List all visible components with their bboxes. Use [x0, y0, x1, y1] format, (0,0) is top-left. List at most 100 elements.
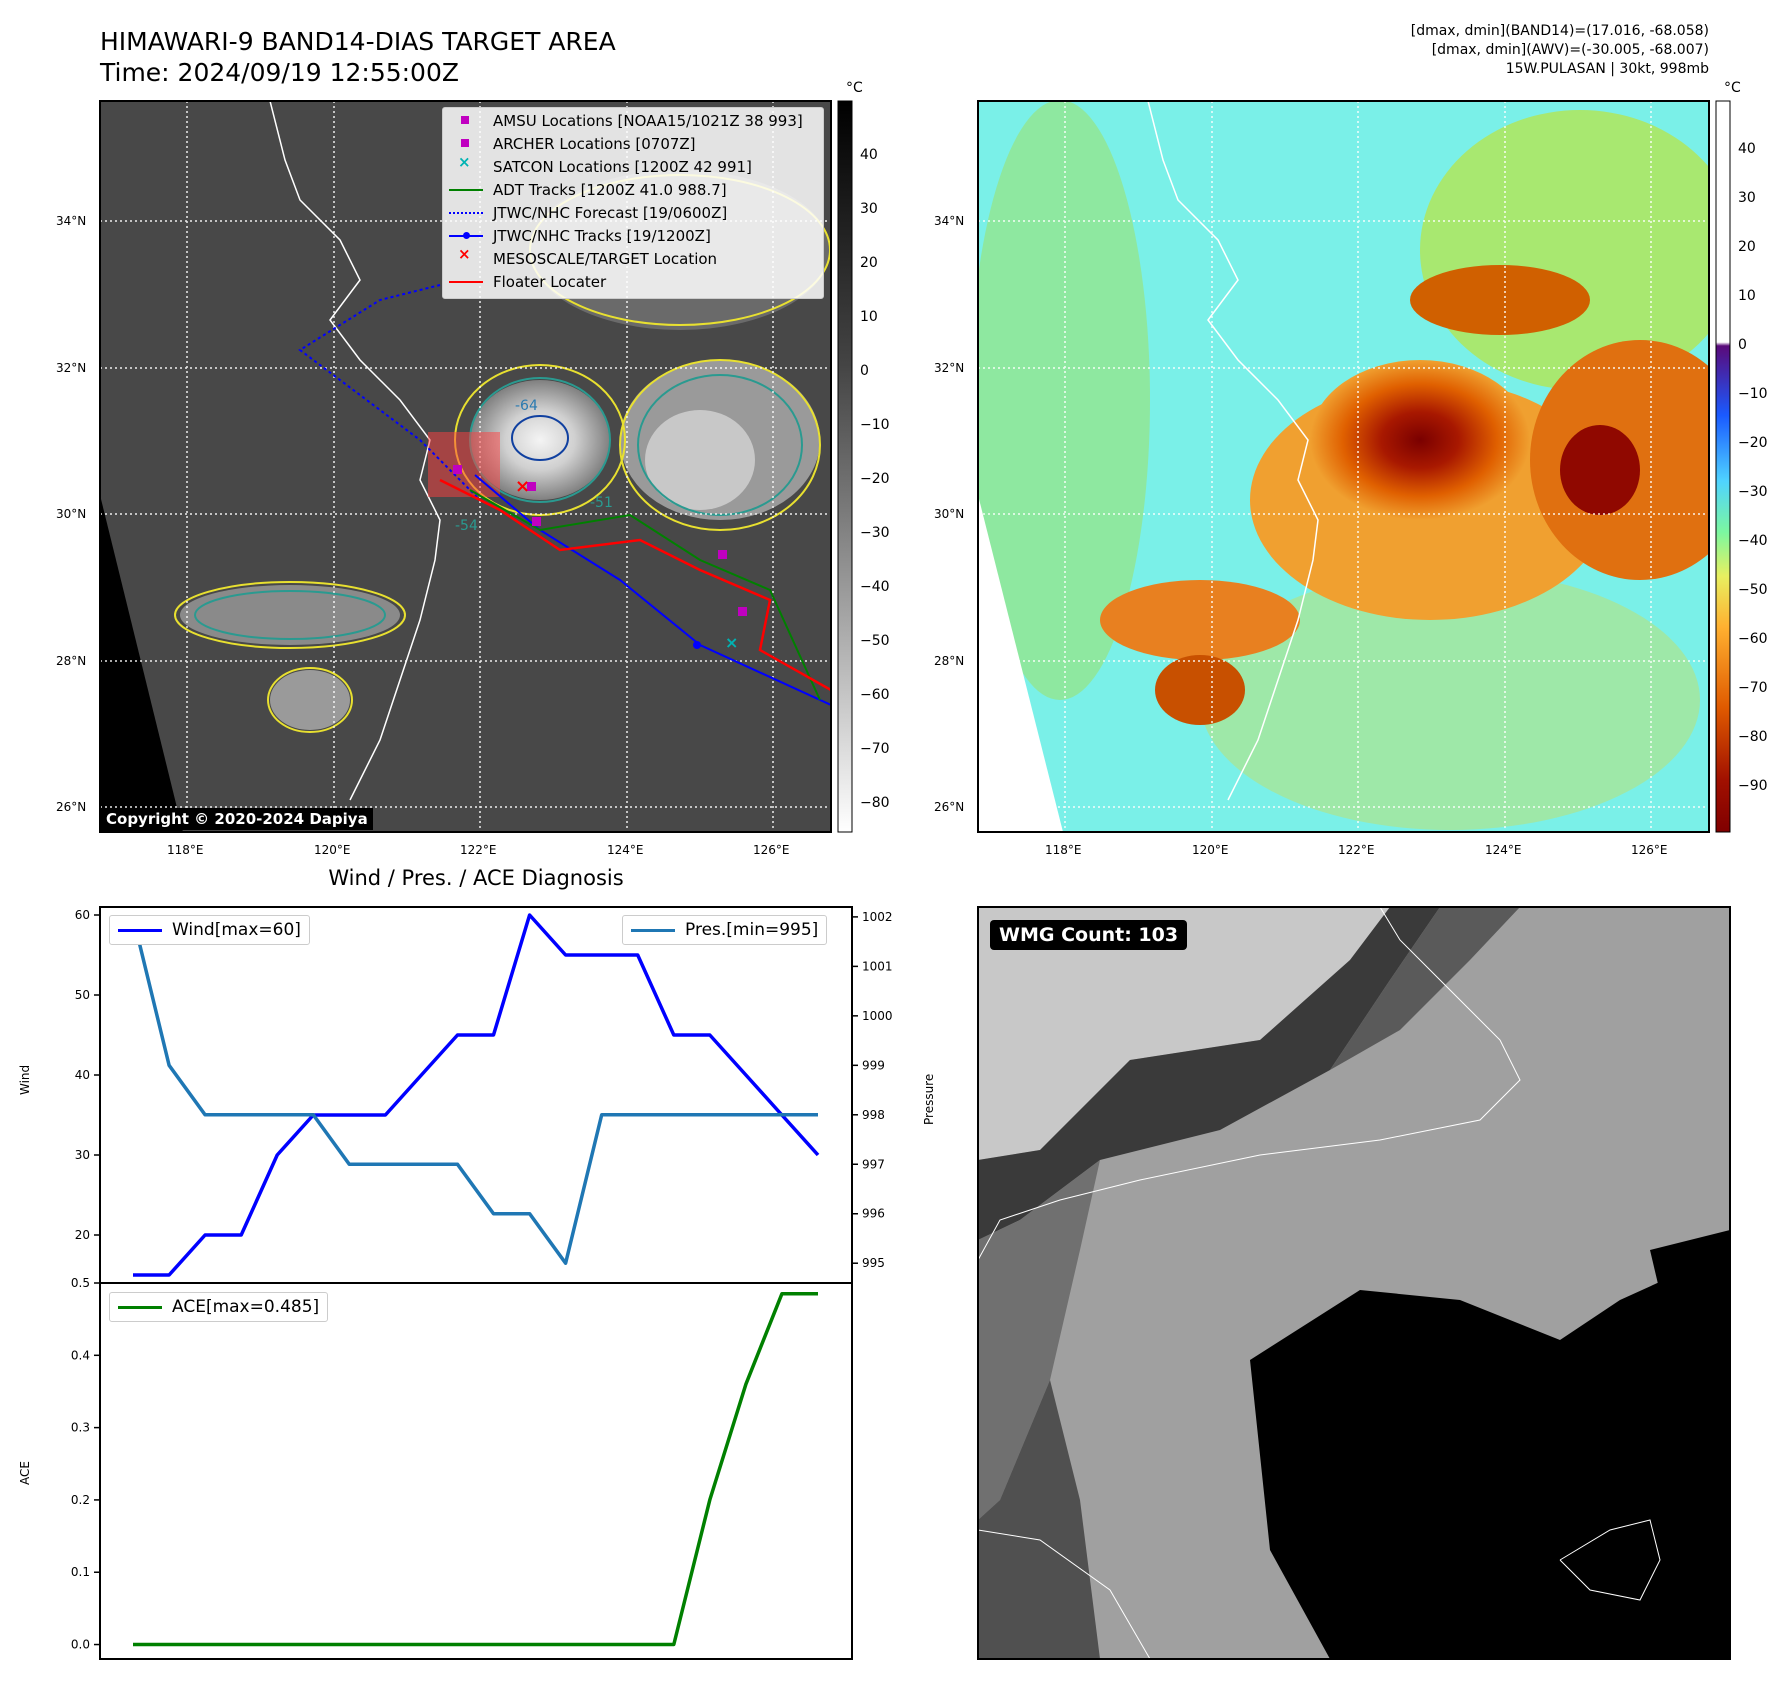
- ace-legend: ACE[max=0.485]: [109, 1292, 329, 1322]
- cbr-tick: −60: [1738, 631, 1768, 647]
- lat-label-32: 32°N: [56, 361, 87, 375]
- lat-label-28-right: 28°N: [934, 654, 965, 668]
- svg-text:×: ×: [725, 633, 738, 652]
- colorbar-right: [1715, 100, 1731, 833]
- cbr-tick: −90: [1738, 778, 1768, 794]
- pressure-axis-tick-label: 996: [862, 1207, 885, 1221]
- lon-label-122: 122°E: [460, 843, 497, 857]
- lon-label-126: 126°E: [753, 843, 790, 857]
- pressure-legend: Pres.[min=995]: [622, 915, 828, 945]
- pressure-axis-tick-label: 995: [862, 1256, 885, 1270]
- stats-band14: [dmax, dmin](BAND14)=(17.016, -68.058): [1410, 23, 1709, 39]
- ace-series-line: [133, 1292, 818, 1647]
- cbr-tick: −50: [1738, 582, 1768, 598]
- copyright-label: Copyright © 2020-2024 Dapiya: [101, 808, 373, 830]
- cbr-tick: 20: [1738, 239, 1756, 255]
- cbr-tick: 10: [1738, 288, 1756, 304]
- wind-legend-label: Wind[max=60]: [172, 920, 301, 940]
- legend-archer: ARCHER Locations [0707Z]: [493, 135, 696, 153]
- wind-legend-line-icon: [118, 928, 162, 932]
- lat-label-26-right: 26°N: [934, 800, 965, 814]
- legend-satcon: SATCON Locations [1200Z 42 991]: [493, 158, 752, 176]
- title-line-1: HIMAWARI-9 BAND14-DIAS TARGET AREA: [100, 27, 616, 56]
- cbr-tick: −40: [1738, 533, 1768, 549]
- cbl-tick: −40: [860, 579, 890, 595]
- ace-legend-label: ACE[max=0.485]: [172, 1297, 320, 1317]
- cbl-tick: −50: [860, 633, 890, 649]
- pressure-axis-tick-label: 1001: [862, 959, 893, 973]
- cbl-tick: −60: [860, 687, 890, 703]
- stats-storm: 15W.PULASAN | 30kt, 998mb: [1505, 61, 1709, 77]
- pressure-axis-tick-label: 1000: [862, 1009, 893, 1023]
- legend-amsu: AMSU Locations [NOAA15/1021Z 38 993]: [493, 112, 803, 130]
- right-satellite-map: [978, 101, 1709, 832]
- lat-label-30: 30°N: [56, 507, 87, 521]
- pressure-axis-tick-label: 999: [862, 1058, 885, 1072]
- pressure-axis-tick-label: 1002: [862, 910, 893, 924]
- cbr-tick: −30: [1738, 484, 1768, 500]
- legend-adt: ADT Tracks [1200Z 41.0 988.7]: [493, 181, 727, 199]
- colorbar-right-unit: °C: [1724, 80, 1741, 96]
- pressure-legend-label: Pres.[min=995]: [685, 920, 819, 940]
- contour-label: -54: [455, 518, 478, 534]
- cbl-tick: −10: [860, 417, 890, 433]
- contour-label: -64: [515, 398, 538, 414]
- wind-axis-tick-label: 50: [75, 988, 90, 1002]
- satcon-marker-icon: ×: [458, 153, 471, 171]
- wind-axis-tick-label: 20: [75, 1228, 90, 1242]
- lat-label-28: 28°N: [56, 654, 87, 668]
- colorbar-right-ticks: 40 30 20 10 0 −10 −20 −30 −40 −50 −60 −7…: [1738, 101, 1778, 832]
- wmg-count-label: WMG Count: 103: [990, 920, 1188, 950]
- legend-forecast: JTWC/NHC Forecast [19/0600Z]: [493, 204, 728, 222]
- archer-marker-icon: [461, 139, 469, 147]
- cbl-tick: 20: [860, 255, 878, 271]
- ace-axes: [99, 1282, 853, 1660]
- stats-awv: [dmax, dmin](AWV)=(-30.005, -68.007): [1431, 42, 1709, 58]
- pressure-axis-label: Pressure: [922, 1073, 936, 1125]
- colorbar-left: [837, 100, 853, 833]
- lat-label-30-right: 30°N: [934, 507, 965, 521]
- lat-label-34: 34°N: [56, 214, 87, 228]
- map-legend: AMSU Locations [NOAA15/1021Z 38 993] ARC…: [442, 107, 824, 299]
- cbl-tick: −30: [860, 525, 890, 541]
- ace-axis-tick-label: 0.5: [71, 1276, 90, 1290]
- cbr-tick: −80: [1738, 729, 1768, 745]
- cbl-tick: −80: [860, 795, 890, 811]
- wind-axis-tick-label: 30: [75, 1148, 90, 1162]
- pressure-axis-tick-label: 997: [862, 1157, 885, 1171]
- lat-label-34-right: 34°N: [934, 214, 965, 228]
- forecast-line-icon: [449, 212, 483, 214]
- ace-axis-label: ACE: [18, 1461, 32, 1485]
- cbr-tick: −70: [1738, 680, 1768, 696]
- chart-title: Wind / Pres. / ACE Diagnosis: [328, 866, 624, 890]
- cbr-tick: −10: [1738, 386, 1768, 402]
- lon-label-124-right: 124°E: [1485, 843, 1522, 857]
- lat-label-26: 26°N: [56, 800, 87, 814]
- ace-axis-tick-label: 0.3: [71, 1421, 90, 1435]
- chart-layer: 20 30 40 50 60 995 996 997 998 999 1000 1001 1002 0.0…: [71, 908, 893, 1652]
- wind-legend: Wind[max=60]: [109, 915, 310, 945]
- ace-axis-tick-label: 0.0: [71, 1638, 90, 1652]
- lon-label-124: 124°E: [607, 843, 644, 857]
- pressure-legend-line-icon: [631, 928, 675, 932]
- lon-label-120: 120°E: [314, 843, 351, 857]
- wind-axis-tick-label: 60: [75, 908, 90, 922]
- ace-axis-tick-label: 0.1: [71, 1565, 90, 1579]
- svg-text:×: ×: [515, 476, 530, 497]
- colorbar-left-unit: °C: [846, 80, 863, 96]
- stats-block: [dmax, dmin](BAND14)=(17.016, -68.058) […: [1411, 22, 1709, 79]
- adt-line-icon: [449, 189, 483, 191]
- legend-floater: Floater Locater: [493, 273, 607, 291]
- title-line-2: Time: 2024/09/19 12:55:00Z: [100, 58, 459, 87]
- wmg-panel: [978, 907, 1730, 1659]
- lon-label-118: 118°E: [167, 843, 204, 857]
- cbl-tick: 0: [860, 363, 869, 379]
- lon-label-126-right: 126°E: [1631, 843, 1668, 857]
- cbl-tick: −20: [860, 471, 890, 487]
- wind-series-line: [133, 913, 820, 1277]
- tracks-dot-icon: [463, 232, 470, 239]
- pressure-series-line: [131, 916, 818, 1265]
- legend-tracks: JTWC/NHC Tracks [19/1200Z]: [493, 227, 711, 245]
- cbl-tick: 30: [860, 201, 878, 217]
